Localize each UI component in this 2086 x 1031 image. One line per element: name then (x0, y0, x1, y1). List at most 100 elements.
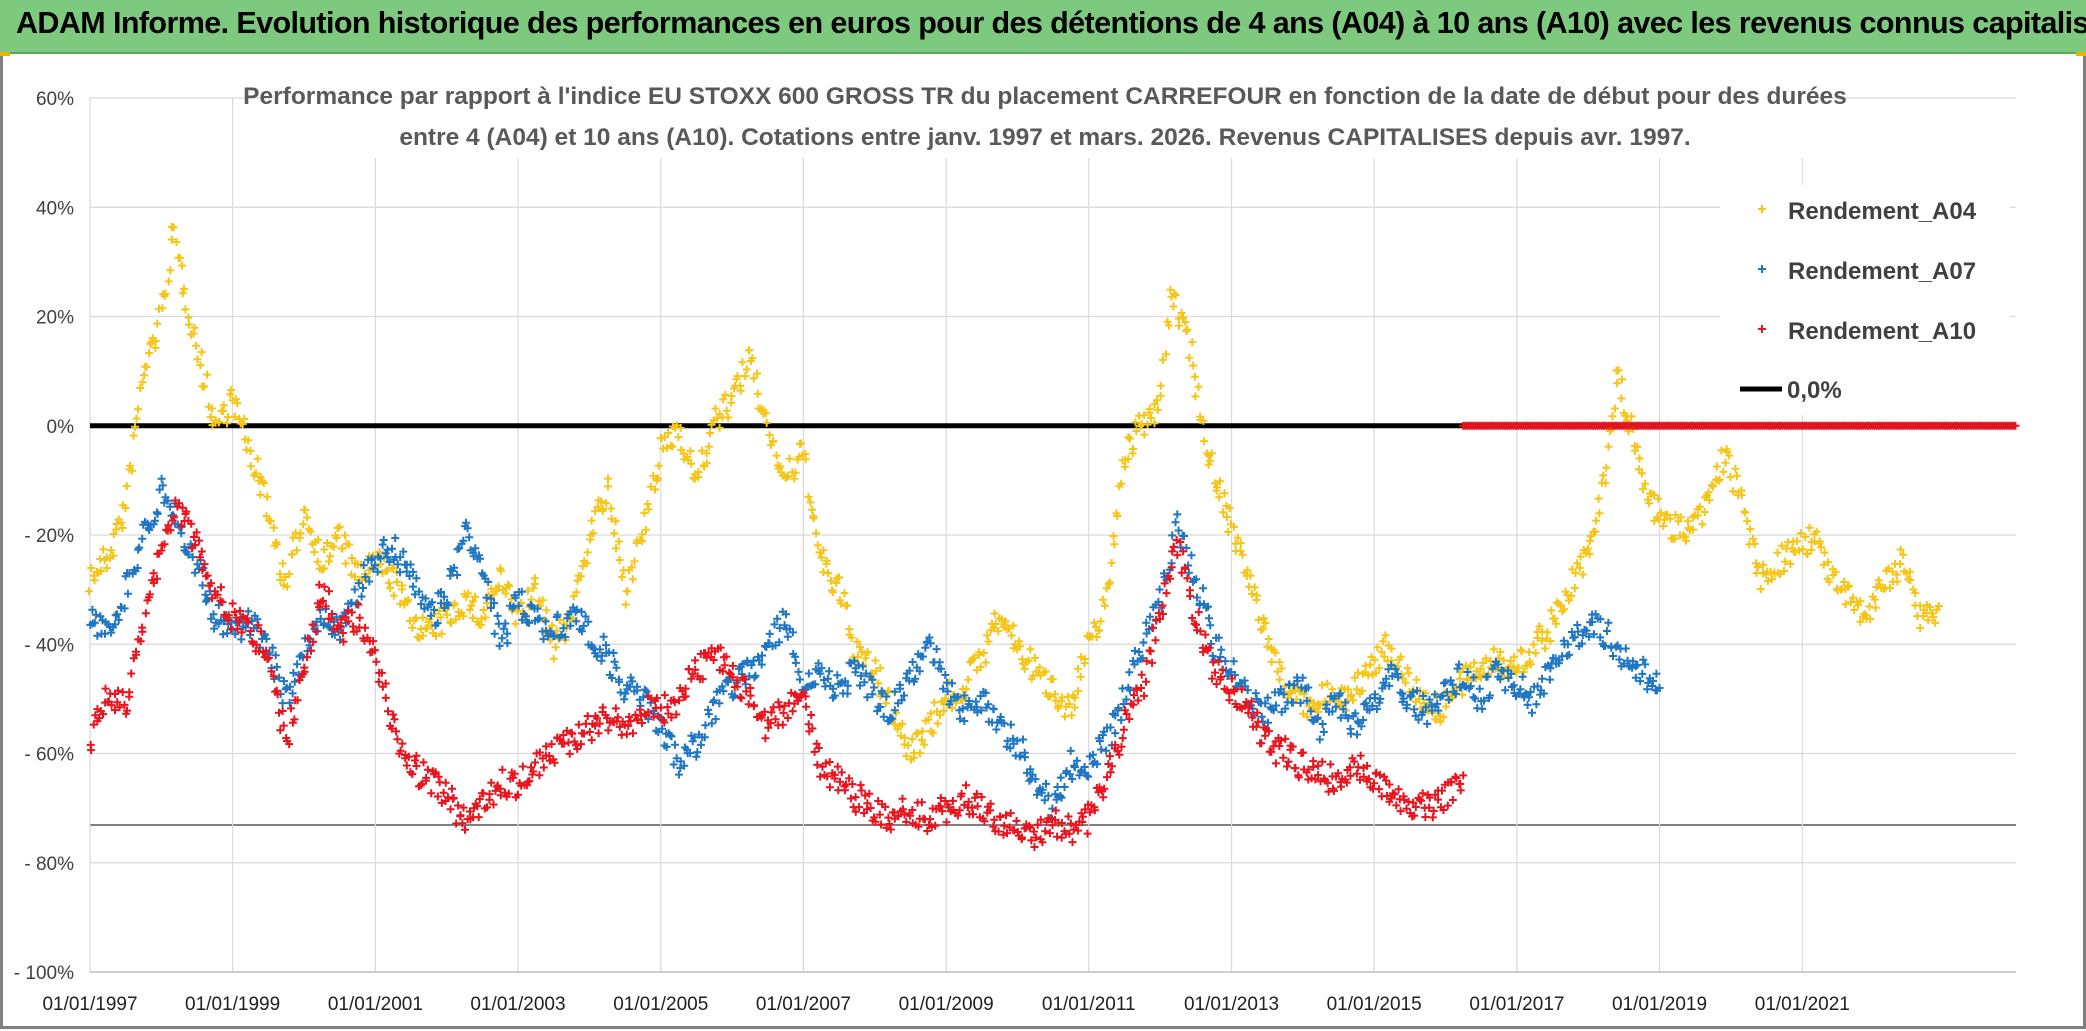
data-point (1577, 639, 1586, 648)
data-point (1609, 652, 1617, 660)
data-point (660, 691, 669, 700)
data-point (746, 684, 755, 692)
data-point (469, 597, 477, 606)
data-point (262, 634, 271, 643)
data-point (931, 821, 940, 830)
data-point (715, 699, 724, 708)
data-point (636, 705, 644, 714)
data-point (1065, 700, 1074, 709)
data-point (1003, 829, 1011, 838)
data-point (393, 735, 402, 744)
data-point (474, 813, 483, 822)
data-point (1441, 678, 1450, 687)
data-point (830, 774, 839, 783)
data-point (233, 625, 242, 633)
data-point (483, 803, 491, 812)
data-point (383, 553, 392, 562)
data-point (984, 700, 993, 709)
data-point (840, 589, 849, 598)
data-point (1365, 706, 1374, 715)
data-point (1796, 529, 1805, 538)
data-point (1388, 672, 1397, 681)
data-point (597, 651, 606, 660)
data-point (293, 696, 302, 705)
data-point (780, 621, 789, 630)
data-point (1067, 711, 1076, 720)
data-point (953, 692, 962, 701)
data-point (1380, 652, 1389, 661)
data-point (1117, 716, 1126, 725)
data-point (458, 819, 467, 828)
data-point (728, 661, 737, 670)
data-point (1012, 816, 1021, 825)
data-point (1066, 746, 1075, 755)
data-point (1088, 750, 1097, 759)
data-point (1413, 686, 1422, 695)
data-point (1410, 811, 1419, 820)
data-point (958, 704, 967, 713)
data-point (184, 320, 193, 329)
data-point (1523, 700, 1532, 709)
data-point (806, 498, 815, 507)
data-point (1113, 512, 1122, 520)
data-point (1142, 618, 1151, 627)
data-point (128, 466, 137, 475)
data-point (1471, 694, 1480, 703)
data-point (99, 710, 107, 719)
data-point (203, 571, 212, 580)
data-point (1689, 525, 1697, 534)
data-point (1216, 653, 1225, 661)
data-point (686, 447, 695, 455)
data-point (1142, 629, 1151, 638)
data-point (514, 790, 522, 799)
data-point (454, 801, 463, 810)
data-point (881, 699, 890, 708)
data-point (227, 386, 236, 394)
data-point (1182, 327, 1191, 335)
data-point (1328, 707, 1337, 716)
data-point (788, 628, 797, 637)
data-point (1899, 550, 1907, 559)
data-point (711, 715, 720, 724)
data-point (733, 682, 742, 691)
data-point (529, 584, 538, 593)
data-point (1107, 558, 1116, 567)
data-point (107, 628, 116, 637)
data-point (96, 612, 105, 621)
data-point (556, 735, 564, 744)
data-point (1574, 627, 1583, 636)
data-point (1248, 713, 1257, 722)
data-point (158, 481, 167, 490)
data-point (1704, 488, 1713, 497)
data-point (621, 689, 630, 698)
data-point (595, 719, 604, 728)
data-point (579, 621, 588, 630)
data-point (1409, 798, 1418, 807)
data-point (1728, 487, 1737, 496)
data-point (615, 722, 624, 731)
data-point (504, 580, 512, 589)
data-point (1154, 597, 1163, 606)
data-point (1081, 805, 1090, 814)
data-point (1358, 686, 1367, 695)
data-point (707, 420, 716, 429)
data-point (877, 820, 886, 829)
data-point (436, 613, 445, 622)
data-point (1627, 412, 1636, 421)
data-point (1257, 739, 1266, 748)
legend-label: 0,0% (1787, 377, 1842, 404)
data-point (718, 667, 727, 676)
data-point (136, 637, 145, 646)
data-point (1746, 525, 1755, 534)
data-point (1399, 694, 1408, 703)
data-point (142, 362, 151, 371)
data-point (347, 554, 356, 563)
data-point (535, 614, 544, 623)
data-point (814, 659, 823, 668)
y-tick-label: - 60% (24, 745, 74, 766)
data-point (628, 575, 637, 584)
data-point (573, 744, 582, 753)
data-point (145, 590, 154, 599)
data-point (1444, 695, 1453, 704)
data-point (127, 669, 136, 678)
